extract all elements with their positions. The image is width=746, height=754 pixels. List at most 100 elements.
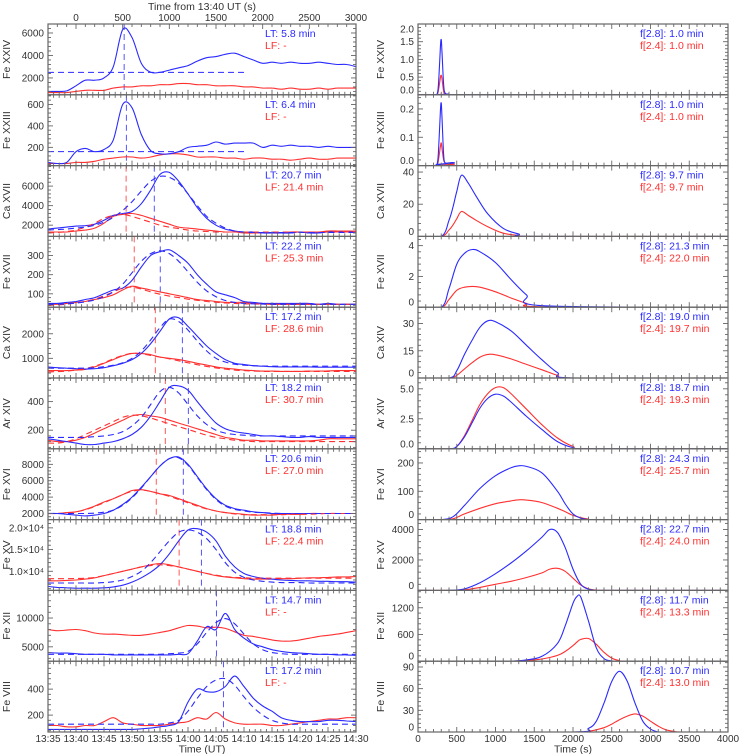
y-axis-label: Fe VIII (1, 681, 13, 712)
blue-legend-label: f[2.8]: 9.7 min (640, 170, 704, 182)
y-tick-label: 60 (403, 684, 415, 695)
y-axis-label: Ar XIV (375, 398, 387, 428)
panel-frame (47, 660, 357, 733)
y-tick-label: 30 (403, 706, 415, 717)
red-fit-curve (48, 414, 356, 444)
blue-curve (48, 384, 356, 446)
blue-legend-label: LT: 17.2 min (265, 311, 322, 323)
red-legend-label: LF: - (265, 111, 287, 123)
x-tick-label: 1500 (523, 734, 546, 745)
red-legend-label: f[2.4]: 13.0 min (640, 677, 710, 689)
blue-fit-curve (48, 677, 356, 725)
plot-area (48, 307, 356, 378)
y-tick-label: 0 (408, 369, 414, 380)
red-legend-label: LF: - (265, 677, 287, 689)
blue-fit-curve (48, 456, 356, 515)
x-tick-label: 14:25 (315, 734, 340, 745)
y-tick-label: 600 (397, 630, 414, 641)
x-tick-label: 0 (415, 734, 421, 745)
x-tick-label: 4000 (717, 734, 740, 745)
y-tick-label: 200 (27, 143, 44, 154)
y-tick-label: 2.5 (400, 414, 414, 425)
blue-legend-label: LT: 20.6 min (265, 453, 322, 465)
y-tick-label: 4000 (392, 525, 415, 536)
y-tick-label: 400 (27, 685, 44, 696)
red-legend-label: f[2.4]: 19.3 min (640, 394, 710, 406)
plot-area (418, 386, 728, 449)
blue-legend-label: LT: 6.4 min (265, 99, 316, 111)
plot-area (48, 661, 356, 732)
y-axis-label: Fe XVI (1, 468, 13, 500)
blue-curve (48, 456, 356, 517)
blue-curve (418, 248, 728, 308)
x-tick-label: 13:40 (63, 734, 88, 745)
red-legend-label: LF: 21.4 min (265, 182, 324, 194)
y-tick-label: 0.5 (400, 73, 414, 84)
x-tick-label: 13:45 (91, 734, 116, 745)
red-curve (48, 285, 356, 305)
x-tick-label: 2000 (562, 734, 585, 745)
y-tick-label: 5.0 (400, 384, 414, 395)
red-fit-curve (48, 489, 356, 516)
blue-fit-curve (48, 318, 356, 369)
y-tick-label: 400 (27, 121, 44, 132)
x-tick-label: 13:55 (147, 734, 172, 745)
light-curve-panels: 0 500 1000 1500 2000 2500 3000 2000 4000 6000 Fe X… (1, 13, 369, 745)
blue-fit-curve (48, 250, 356, 305)
blue-legend-label: LT: 5.8 min (265, 28, 316, 40)
y-tick-label: 0 (408, 298, 414, 309)
x-tick-label: 14:20 (287, 734, 312, 745)
blue-fit-curve (48, 175, 356, 234)
y-axis-label: Fe XII (1, 612, 13, 640)
top-x-tick-label: 2000 (252, 13, 275, 24)
red-curve (418, 499, 728, 520)
x-tick-label: 14:00 (175, 734, 200, 745)
y-tick-label: 200 (27, 426, 44, 437)
blue-legend-label: f[2.8]: 18.7 min (640, 382, 710, 394)
x-tick-label: 2500 (601, 734, 624, 745)
y-tick-label: 100 (27, 289, 44, 300)
y-tick-label: 5000 (22, 642, 45, 653)
top-x-tick-label: 1500 (205, 13, 228, 24)
blue-legend-label: f[2.8]: 10.7 min (640, 665, 710, 677)
top-x-tick-label: 2500 (298, 13, 321, 24)
y-tick-label: 2000 (22, 509, 45, 520)
y-tick-label: 1200 (392, 603, 415, 614)
y-tick-label: 4000 (22, 51, 45, 62)
red-legend-label: LF: 25.3 min (265, 252, 324, 264)
top-x-tick-label: 500 (114, 13, 131, 24)
x-tick-label: 3000 (639, 734, 662, 745)
plot-area (48, 236, 356, 308)
red-legend-label: LF: - (265, 40, 287, 52)
plot-area (48, 378, 356, 449)
x-tick-label: 500 (448, 734, 465, 745)
panel-fe-xv: 1.0×10⁴ 1.5×10⁴ 2.0×10⁴ Fe XV LT: 18.8 minLF… (1, 518, 357, 591)
red-fit-curve (48, 564, 356, 580)
y-axis-label: Fe XVI (375, 468, 387, 500)
blue-legend-label: f[2.8]: 11.7 min (640, 594, 709, 606)
y-tick-label: 0.2 (400, 104, 414, 115)
blue-legend-label: f[2.8]: 1.0 min (640, 28, 704, 40)
y-axis-label: Fe XVII (1, 254, 13, 289)
plot-area (48, 165, 356, 237)
x-tick-label: 14:10 (231, 734, 256, 745)
plot-area (418, 248, 728, 308)
blue-legend-label: LT: 20.7 min (265, 170, 322, 182)
blue-curve (48, 316, 356, 370)
y-tick-label: 2000 (22, 329, 45, 340)
plot-area (48, 24, 356, 95)
y-tick-label: 2000 (22, 221, 45, 232)
y-axis-label: Fe XXIV (375, 40, 387, 79)
y-axis-label: Ca XIV (1, 326, 13, 359)
red-legend-label: LF: - (265, 606, 287, 618)
y-tick-label: 0 (408, 510, 414, 521)
y-axis-label: Fe XVII (375, 254, 387, 289)
